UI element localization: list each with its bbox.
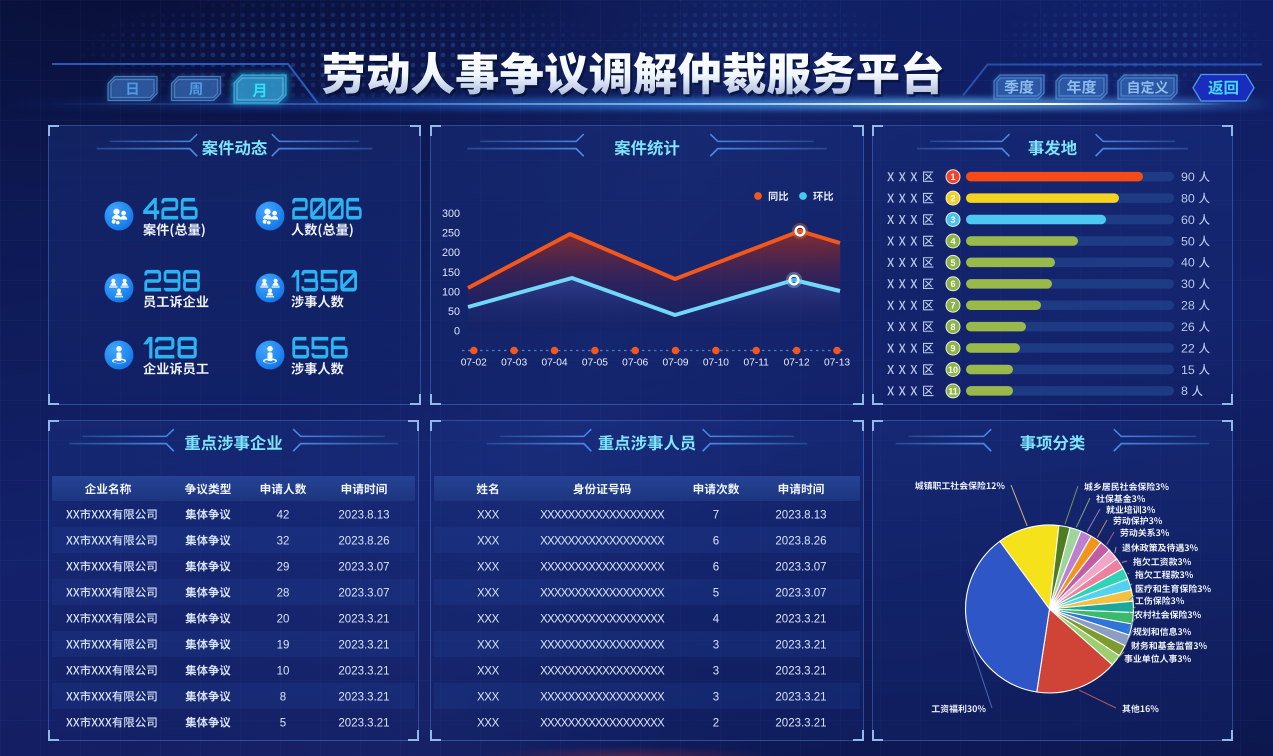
svg-text:5: 5 (950, 258, 955, 268)
svg-text:XXX: XXX (477, 692, 500, 704)
svg-text:7: 7 (713, 510, 719, 522)
svg-text:2023.8.26: 2023.8.26 (775, 536, 826, 548)
svg-text:2023.3.21: 2023.3.21 (338, 614, 389, 626)
svg-text:28: 28 (1181, 299, 1195, 313)
svg-text:4: 4 (950, 236, 955, 246)
svg-text:8: 8 (1181, 384, 1188, 398)
svg-text:4: 4 (713, 614, 720, 626)
svg-text:80: 80 (1181, 191, 1195, 205)
svg-text:2023.3.21: 2023.3.21 (338, 666, 389, 678)
svg-text:2023.3.07: 2023.3.07 (338, 588, 389, 600)
svg-text:2: 2 (713, 718, 719, 730)
svg-text:XXX: XXX (477, 640, 500, 652)
svg-text:XXXXXXXXXXXXXXXXXX: XXXXXXXXXXXXXXXXXX (540, 536, 665, 548)
svg-text:28: 28 (277, 588, 290, 600)
svg-text:150: 150 (442, 267, 460, 279)
svg-text:XXX: XXX (477, 666, 500, 678)
svg-text:2023.3.07: 2023.3.07 (775, 562, 826, 574)
svg-text:50: 50 (1181, 234, 1195, 248)
svg-text:32: 32 (277, 536, 290, 548)
svg-text:5: 5 (713, 588, 719, 600)
svg-text:XXXXXXXXXXXXXXXXXX: XXXXXXXXXXXXXXXXXX (540, 640, 665, 652)
svg-text:2023.3.07: 2023.3.07 (775, 588, 826, 600)
svg-text:XXX: XXX (477, 588, 500, 600)
svg-text:07-09: 07-09 (662, 358, 688, 369)
svg-text:100: 100 (442, 286, 460, 298)
svg-text:30: 30 (1181, 277, 1195, 291)
svg-text:07-03: 07-03 (501, 358, 527, 369)
svg-text:2023.3.07: 2023.3.07 (338, 562, 389, 574)
svg-text:40: 40 (1181, 256, 1195, 270)
svg-text:6: 6 (713, 562, 719, 574)
svg-text:XXX: XXX (477, 614, 500, 626)
svg-text:07-11: 07-11 (744, 358, 770, 369)
svg-text:07-13: 07-13 (824, 358, 850, 369)
svg-text:10: 10 (948, 365, 958, 375)
svg-text:2023.3.21: 2023.3.21 (775, 666, 826, 678)
svg-text:2023.3.21: 2023.3.21 (338, 718, 389, 730)
svg-text:XXX: XXX (477, 536, 500, 548)
svg-text:60: 60 (1181, 213, 1195, 227)
svg-text:10: 10 (277, 666, 290, 678)
svg-text:8: 8 (280, 692, 286, 704)
svg-text:11: 11 (948, 386, 958, 396)
svg-text:XXX: XXX (477, 562, 500, 574)
svg-text:250: 250 (442, 227, 460, 239)
svg-text:9: 9 (950, 344, 955, 354)
svg-text:5: 5 (280, 718, 286, 730)
svg-text:XXXXXXXXXXXXXXXXXX: XXXXXXXXXXXXXXXXXX (540, 692, 665, 704)
svg-text:2023.3.21: 2023.3.21 (775, 718, 826, 730)
svg-text:2023.3.21: 2023.3.21 (775, 640, 826, 652)
svg-text:07-06: 07-06 (622, 358, 648, 369)
svg-text:XXXXXXXXXXXXXXXXXX: XXXXXXXXXXXXXXXXXX (540, 718, 665, 730)
svg-text:200: 200 (442, 247, 460, 259)
svg-text:2023.3.21: 2023.3.21 (338, 640, 389, 652)
svg-text:XXXXXXXXXXXXXXXXXX: XXXXXXXXXXXXXXXXXX (540, 588, 665, 600)
svg-text:8: 8 (950, 322, 955, 332)
svg-text:07-04: 07-04 (541, 358, 567, 369)
svg-text:07-02: 07-02 (461, 358, 487, 369)
svg-text:19: 19 (277, 640, 290, 652)
svg-text:0: 0 (454, 326, 460, 338)
svg-text:2023.3.21: 2023.3.21 (338, 692, 389, 704)
svg-text:2023.8.26: 2023.8.26 (338, 536, 389, 548)
svg-text:XXXXXXXXXXXXXXXXXX: XXXXXXXXXXXXXXXXXX (540, 614, 665, 626)
svg-text:7: 7 (950, 301, 955, 311)
svg-text:6: 6 (713, 536, 719, 548)
svg-text:50: 50 (448, 306, 460, 318)
svg-text:3: 3 (713, 666, 719, 678)
svg-text:300: 300 (442, 208, 460, 220)
svg-text:3: 3 (713, 692, 719, 704)
svg-text:90: 90 (1181, 170, 1195, 184)
svg-text:XXXXXXXXXXXXXXXXXX: XXXXXXXXXXXXXXXXXX (540, 666, 665, 678)
svg-text:20: 20 (277, 614, 290, 626)
svg-text:29: 29 (277, 562, 290, 574)
svg-text:2: 2 (950, 194, 955, 204)
svg-text:07-12: 07-12 (784, 358, 810, 369)
svg-text:15: 15 (1181, 363, 1195, 377)
svg-text:42: 42 (277, 510, 290, 522)
svg-text:26: 26 (1181, 320, 1195, 334)
svg-text:22: 22 (1181, 341, 1195, 355)
svg-text:3: 3 (713, 640, 719, 652)
svg-text:2023.3.21: 2023.3.21 (775, 692, 826, 704)
svg-text:XXXXXXXXXXXXXXXXXX: XXXXXXXXXXXXXXXXXX (540, 510, 665, 522)
svg-text:3: 3 (950, 215, 955, 225)
svg-text:1: 1 (950, 172, 955, 182)
svg-text:2023.8.13: 2023.8.13 (775, 510, 826, 522)
svg-text:XXX: XXX (477, 718, 500, 730)
svg-text:07-10: 07-10 (703, 358, 729, 369)
svg-text:XXX: XXX (477, 510, 500, 522)
svg-text:07-05: 07-05 (582, 358, 608, 369)
svg-text:6: 6 (950, 279, 955, 289)
svg-text:XXXXXXXXXXXXXXXXXX: XXXXXXXXXXXXXXXXXX (540, 562, 665, 574)
svg-text:2023.3.21: 2023.3.21 (775, 614, 826, 626)
svg-text:2023.8.13: 2023.8.13 (338, 510, 389, 522)
